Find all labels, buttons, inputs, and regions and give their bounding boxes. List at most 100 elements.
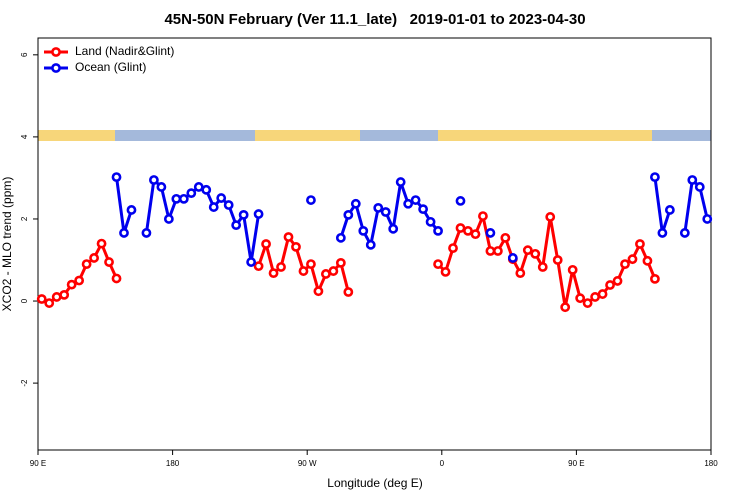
data-point [171, 193, 182, 204]
data-point [425, 216, 436, 227]
legend-label: Land (Nadir&Glint) [75, 44, 174, 58]
y-tick-label: 2 [20, 216, 29, 221]
data-point [552, 255, 563, 265]
data-point [276, 262, 286, 272]
data-point [156, 182, 167, 192]
data-point [96, 238, 107, 249]
data-point [485, 246, 496, 256]
data-point [74, 275, 85, 286]
data-point [89, 253, 99, 263]
data-point [545, 212, 556, 222]
data-point [642, 255, 653, 266]
data-point [343, 287, 354, 297]
data-point [261, 239, 271, 249]
data-point [306, 195, 316, 205]
data-point [612, 276, 623, 286]
legend-marker [51, 47, 61, 57]
data-point [433, 225, 443, 236]
land-ocean-strip [38, 130, 711, 141]
data-point [268, 268, 279, 279]
data-point [66, 279, 77, 290]
x-tick-label: 0 [440, 459, 445, 468]
data-point [530, 248, 541, 259]
data-point [575, 293, 586, 304]
legend-marker [51, 63, 61, 73]
data-point [537, 262, 548, 272]
data-point [418, 204, 429, 215]
data-point [36, 294, 47, 304]
data-point [208, 202, 219, 212]
data-point [51, 292, 62, 302]
data-point [298, 266, 309, 276]
data-point [201, 184, 212, 195]
data-point [231, 220, 242, 231]
data-point [590, 292, 600, 302]
chart-title: 45N-50N February (Ver 11.1_late) 2019-01… [164, 11, 585, 28]
data-point [702, 214, 713, 224]
data-point [335, 232, 346, 243]
data-point [485, 228, 496, 238]
data-point [149, 175, 159, 185]
x-tick-label: 90 E [568, 459, 584, 468]
data-point [448, 243, 458, 254]
data-point [193, 182, 204, 192]
data-point [560, 302, 571, 313]
data-point [373, 202, 384, 213]
plot-frame [37, 37, 712, 451]
data-point [650, 273, 660, 284]
data-point [253, 209, 264, 219]
data-point [687, 175, 698, 185]
data-point [358, 225, 369, 236]
x-tick-label: 180 [704, 459, 718, 468]
data-point [44, 298, 55, 308]
data-point [365, 239, 376, 250]
data-point [380, 207, 391, 217]
data-point [657, 228, 668, 238]
x-tick-label: 90 E [30, 459, 46, 468]
data-point [313, 286, 324, 297]
data-point [283, 232, 294, 242]
data-point [500, 232, 511, 243]
legend-label: Ocean (Glint) [75, 60, 146, 74]
data-point [335, 257, 346, 268]
data-point [664, 205, 675, 215]
data-point [627, 254, 638, 265]
data-point [567, 264, 578, 275]
data-point [126, 205, 137, 215]
data-point [403, 198, 414, 209]
data-point [306, 259, 316, 270]
data-point [59, 289, 70, 300]
data-point [455, 223, 466, 233]
data-point [343, 209, 354, 220]
data-point [111, 172, 122, 183]
data-point [350, 198, 361, 209]
data-point [163, 214, 174, 224]
data-point [694, 182, 705, 192]
x-tick-label: 90 W [298, 459, 317, 468]
data-point [515, 268, 526, 279]
data-point [291, 241, 301, 252]
data-point [455, 196, 466, 206]
data-point [620, 259, 630, 270]
data-point [104, 257, 114, 267]
data-point [582, 298, 593, 308]
legend: Land (Nadir&Glint) Ocean (Glint) [44, 44, 174, 74]
data-point [186, 188, 197, 199]
data-point [605, 280, 615, 290]
data-point [238, 209, 249, 220]
data-point [178, 193, 189, 204]
data-point [522, 245, 533, 256]
data-point [246, 257, 257, 267]
data-point [223, 200, 234, 210]
y-tick-label: 4 [20, 134, 29, 139]
y-axis-label: XCO2 - MLO trend (ppm) [0, 177, 14, 312]
data-point [395, 177, 406, 187]
data-point [679, 228, 690, 238]
x-tick-label: 180 [166, 459, 180, 468]
data-point [141, 228, 152, 238]
data-point [478, 211, 488, 221]
data-point [216, 193, 227, 203]
data-point [440, 267, 451, 277]
data-point [328, 266, 339, 276]
